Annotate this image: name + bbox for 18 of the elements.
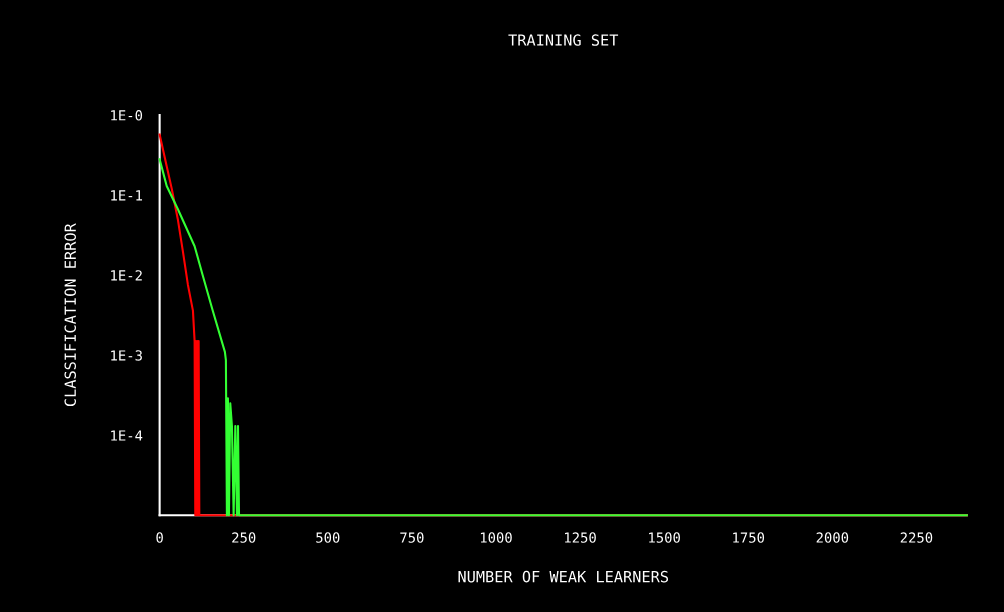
y-tick-label: 1E-4 (111, 430, 143, 441)
x-tick-label: 1000 (480, 532, 512, 543)
x-tick-label: 1250 (565, 532, 596, 543)
x-tick-label: 0 (156, 532, 163, 543)
x-axis-title: NUMBER OF WEAK LEARNERS (458, 570, 669, 583)
x-tick-label: 2000 (816, 532, 849, 543)
x-tick-label: 1750 (733, 532, 765, 543)
y-tick-label: 1E-1 (111, 190, 143, 201)
y-tick-label: 1E-3 (111, 350, 142, 361)
y-tick-label: 1E-2 (111, 270, 142, 281)
y-axis-title: CLASSIFICATION ERROR (64, 223, 77, 407)
y-tick-label: 1E-0 (111, 110, 143, 121)
x-tick-label: 500 (316, 532, 340, 543)
chart-title: TRAINING SET (508, 34, 619, 46)
x-tick-label: 250 (232, 532, 256, 543)
x-tick-label: 1500 (649, 532, 680, 543)
x-tick-label: 750 (400, 532, 424, 543)
x-tick-label: 2250 (900, 532, 933, 543)
